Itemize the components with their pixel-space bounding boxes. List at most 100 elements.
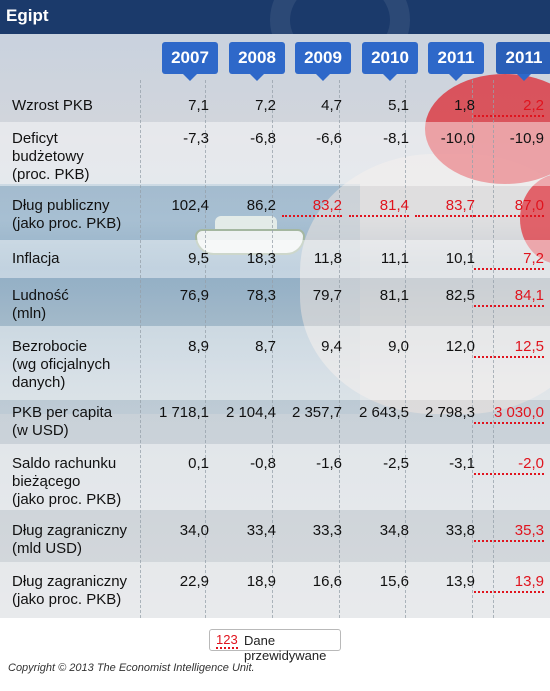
- value-cell: 2 798,3: [424, 404, 475, 421]
- value-cell: 76,9: [179, 287, 209, 304]
- background-photo: [0, 34, 550, 618]
- row-label-line: (wg oficjalnych: [12, 356, 111, 373]
- row-label-line: Dług publiczny: [12, 197, 110, 214]
- page-title: Egipt: [6, 6, 49, 25]
- value-cell: 10,1: [445, 250, 475, 267]
- row-band: [0, 240, 550, 278]
- year-header: 2008: [229, 42, 285, 81]
- value-cell: 16,6: [312, 573, 342, 590]
- value-cell: 18,3: [246, 250, 276, 267]
- row-label: Dług zagraniczny (mld USD): [12, 522, 127, 558]
- row-band: [0, 326, 550, 400]
- value-cell: 7,2: [255, 97, 276, 114]
- row-label: Bezrobocie (wg oficjalnych danych): [12, 338, 110, 392]
- photo-boat: [195, 229, 305, 255]
- value-cell: 33,3: [312, 522, 342, 539]
- row-label-line: (jako proc. PKB): [12, 491, 122, 508]
- column-separator: [140, 80, 141, 618]
- value-cell: 78,3: [246, 287, 276, 304]
- row-label: Deficyt budżetowy (proc. PKB): [12, 130, 90, 184]
- forecast-value-cell: 3 030,0: [474, 404, 544, 424]
- value-cell: -8,1: [383, 130, 409, 147]
- legend-text: Dane przewidywane: [244, 633, 327, 663]
- value-cell: -10,0: [440, 130, 475, 147]
- value-cell: 79,7: [312, 287, 342, 304]
- row-label-line: PKB per capita: [12, 404, 113, 421]
- column-separator: [493, 80, 494, 618]
- forecast-value-cell: 83,2: [282, 197, 342, 217]
- row-label-line: (jako proc. PKB): [12, 591, 122, 608]
- forecast-value-cell: 7,2: [474, 250, 544, 270]
- row-label-line: Saldo rachunku: [12, 455, 117, 472]
- value-cell: -6,8: [250, 130, 276, 147]
- row-label-line: danych): [12, 374, 66, 391]
- row-label: PKB per capita (w USD): [12, 404, 112, 440]
- row-label: Dług zagraniczny (jako proc. PKB): [12, 573, 127, 609]
- value-cell: -3,1: [449, 455, 475, 472]
- forecast-value-cell: 81,4: [349, 197, 409, 217]
- value-cell: 33,8: [445, 522, 475, 539]
- value-cell: -10,9: [509, 130, 544, 147]
- value-cell: 9,5: [188, 250, 209, 267]
- row-label-line: Bezrobocie: [12, 338, 88, 355]
- value-cell: 2 104,4: [225, 404, 276, 421]
- forecast-value-cell: 83,7: [415, 197, 475, 217]
- row-label: Ludność (mln): [12, 287, 69, 323]
- forecast-value-cell: -2,0: [474, 455, 544, 475]
- value-cell: -2,5: [383, 455, 409, 472]
- value-cell: 9,4: [321, 338, 342, 355]
- row-label-line: budżetowy: [12, 148, 84, 165]
- column-separator: [272, 80, 273, 618]
- value-cell: 1 718,1: [158, 404, 209, 421]
- forecast-value-cell: 2,2: [474, 97, 544, 117]
- row-label: Inflacja: [12, 250, 60, 268]
- row-label-line: Deficyt: [12, 130, 58, 147]
- row-label-line: bieżącego: [12, 473, 81, 490]
- column-separator: [205, 80, 206, 618]
- row-label-line: Inflacja: [12, 250, 60, 267]
- value-cell: 81,1: [379, 287, 409, 304]
- row-label-line: (jako proc. PKB): [12, 215, 122, 232]
- row-label-line: (mld USD): [12, 540, 82, 557]
- value-cell: 2 357,7: [291, 404, 342, 421]
- row-label-line: (mln): [12, 305, 47, 322]
- value-cell: 8,9: [188, 338, 209, 355]
- row-band: [0, 562, 550, 618]
- row-label: Saldo rachunku bieżącego (jako proc. PKB): [12, 455, 121, 509]
- value-cell: 34,8: [379, 522, 409, 539]
- year-header: 2010: [362, 42, 418, 81]
- value-cell: 11,1: [380, 250, 409, 267]
- value-cell: 8,7: [255, 338, 276, 355]
- title-bar: Egipt: [0, 0, 550, 80]
- column-separator: [339, 80, 340, 618]
- value-cell: -7,3: [183, 130, 209, 147]
- row-label-line: (w USD): [12, 422, 69, 439]
- value-cell: 33,4: [246, 522, 276, 539]
- row-label-line: Ludność: [12, 287, 69, 304]
- value-cell: 12,0: [445, 338, 475, 355]
- forecast-value-cell: 12,5: [474, 338, 544, 358]
- row-band: [0, 444, 550, 510]
- value-cell: -1,6: [316, 455, 342, 472]
- year-header: 2011: [428, 42, 484, 81]
- value-cell: 82,5: [445, 287, 475, 304]
- value-cell: 102,4: [171, 197, 209, 214]
- row-label-line: Wzrost PKB: [12, 97, 93, 114]
- row-label-line: Dług zagraniczny: [12, 522, 128, 539]
- column-separator: [472, 80, 473, 618]
- forecast-value-cell: 13,9: [474, 573, 544, 593]
- value-cell: 34,0: [179, 522, 209, 539]
- forecast-value-cell: 84,1: [474, 287, 544, 307]
- value-cell: 2 643,5: [358, 404, 409, 421]
- value-cell: 22,9: [179, 573, 209, 590]
- value-cell: 11,8: [313, 250, 342, 267]
- value-cell: 0,1: [188, 455, 209, 472]
- photo-hand: [300, 154, 550, 414]
- row-label: Dług publiczny (jako proc. PKB): [12, 197, 121, 233]
- value-cell: 13,9: [445, 573, 475, 590]
- value-cell: -6,6: [316, 130, 342, 147]
- year-header: 2007: [162, 42, 218, 81]
- photo-boat-cabin: [215, 216, 277, 232]
- year-header: 2009: [295, 42, 351, 81]
- column-separator: [405, 80, 406, 618]
